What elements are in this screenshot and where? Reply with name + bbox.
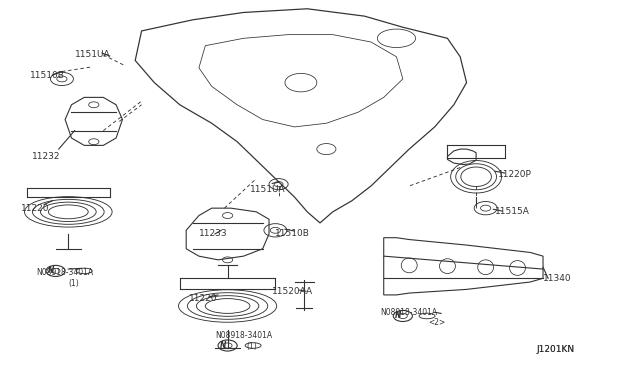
Text: 1151UA: 1151UA <box>250 185 285 194</box>
Text: (1): (1) <box>68 279 79 288</box>
Text: 11233: 11233 <box>199 230 228 238</box>
Text: N: N <box>395 311 401 320</box>
Text: 11510B: 11510B <box>275 230 310 238</box>
Text: 11520AA: 11520AA <box>272 287 314 296</box>
Text: 11220: 11220 <box>20 203 49 213</box>
Text: 11510B: 11510B <box>30 71 65 80</box>
Text: 11340: 11340 <box>543 274 572 283</box>
Text: 11220P: 11220P <box>499 170 532 179</box>
Text: N08918-3401A: N08918-3401A <box>215 331 272 340</box>
Text: N: N <box>220 341 227 350</box>
Text: J1201KN: J1201KN <box>537 345 575 354</box>
Text: (1): (1) <box>246 342 257 351</box>
Text: <2>: <2> <box>428 318 445 327</box>
Text: J1201KN: J1201KN <box>537 345 575 354</box>
Text: 11232: 11232 <box>32 152 60 161</box>
Text: N08918-3401A: N08918-3401A <box>36 268 93 277</box>
Text: N: N <box>48 266 54 275</box>
Text: 11220: 11220 <box>189 294 218 303</box>
Text: 11515A: 11515A <box>495 207 530 217</box>
Text: N08918-3401A: N08918-3401A <box>381 308 438 317</box>
Text: 1151UA: 1151UA <box>75 51 110 60</box>
